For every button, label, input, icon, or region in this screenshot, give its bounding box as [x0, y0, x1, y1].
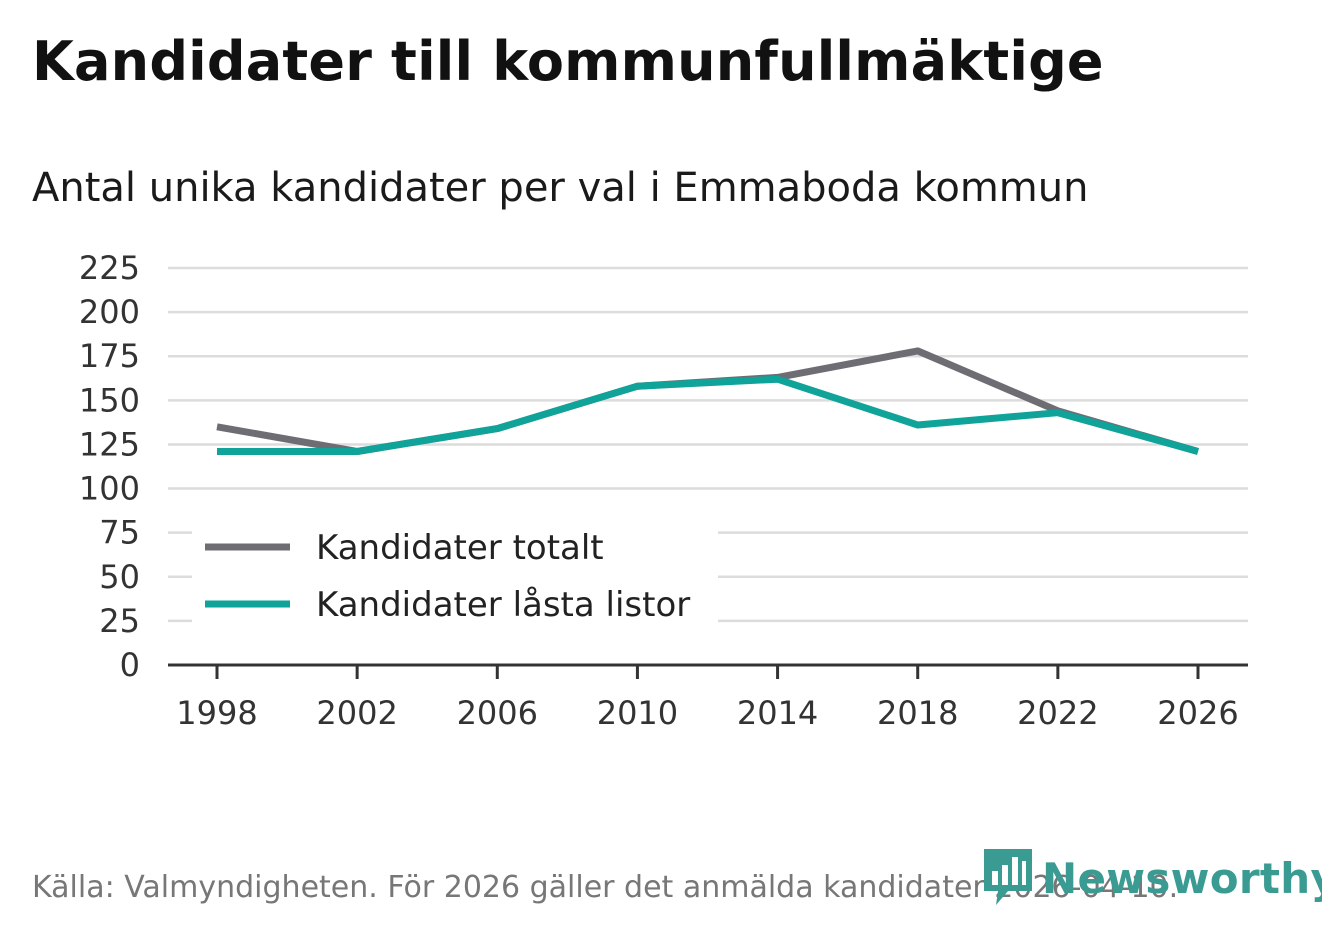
series-lines — [216, 347, 1199, 455]
x-tick-label: 2022 — [1017, 694, 1098, 732]
chart-subtitle: Antal unika kandidater per val i Emmabod… — [32, 165, 1089, 211]
y-tick-label: 225 — [79, 249, 140, 287]
bar-chart-speech-bubble-icon — [984, 849, 1032, 905]
y-tick-label: 25 — [99, 602, 140, 640]
y-tick-label: 75 — [99, 514, 140, 552]
x-tick-label: 1998 — [176, 694, 257, 732]
y-tick-label: 175 — [79, 337, 140, 375]
logo-text: Newsworthy — [1042, 853, 1322, 903]
series-line-1 — [217, 375, 1199, 455]
x-axis: 1998 2002 2006 2010 2014 2018 2022 2026 — [168, 663, 1248, 732]
chart-title: Kandidater till kommunfullmäktige — [32, 30, 1104, 93]
y-tick-label: 100 — [79, 470, 140, 508]
legend-label: Kandidater låsta listor — [316, 585, 690, 625]
y-tick-label: 200 — [79, 293, 140, 331]
x-tick-label: 2014 — [737, 694, 818, 732]
newsworthy-logo[interactable]: Newsworthy — [982, 848, 1322, 908]
y-tick-label: 0 — [120, 646, 140, 684]
y-axis-ticks: 0 25 50 75 100 125 150 175 200 225 — [79, 249, 140, 684]
x-tick-label: 2006 — [457, 694, 538, 732]
legend-label: Kandidater totalt — [316, 528, 604, 568]
y-tick-label: 150 — [79, 381, 140, 419]
y-tick-label: 125 — [79, 425, 140, 463]
x-tick-label: 2018 — [877, 694, 958, 732]
x-tick-label: 2010 — [597, 694, 678, 732]
x-tick-label: 2026 — [1157, 694, 1238, 732]
x-tick-label: 2002 — [316, 694, 397, 732]
legend-background — [192, 520, 718, 632]
legend: Kandidater totalt Kandidater låsta listor — [192, 520, 718, 632]
y-tick-label: 50 — [99, 558, 140, 596]
